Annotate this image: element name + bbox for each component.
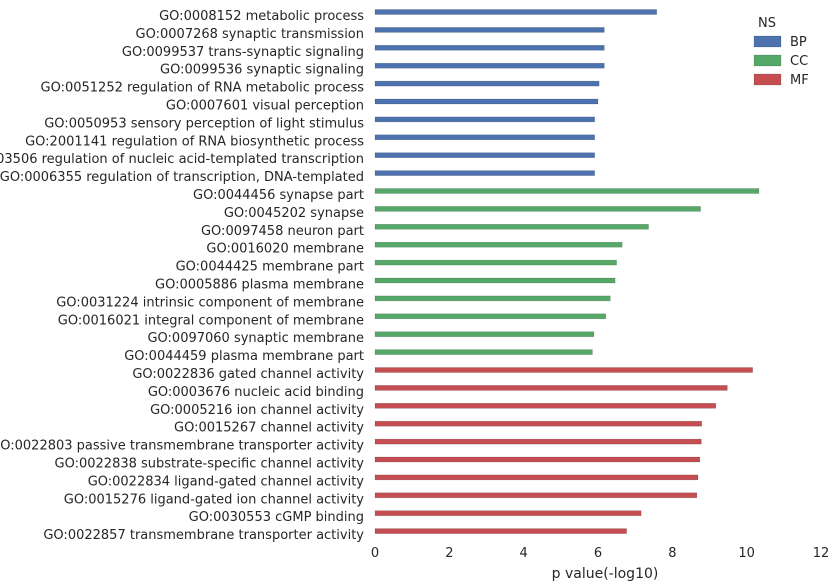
bar-bp [374,27,605,33]
legend-label: CC [790,54,808,69]
y-tick-label: GO:0015267 channel activity [174,421,364,436]
bar-mf [374,528,627,534]
y-tick-label: GO:0097458 neuron part [201,224,364,239]
bar-mf [374,403,717,409]
y-tick-label: GO:0044425 membrane part [176,260,364,275]
y-axis-labels: GO:0008152 metabolic process GO:0007268 s… [0,9,364,543]
bar-bp [374,98,599,105]
legend-swatch [753,73,782,86]
bar-cc [374,188,760,194]
bar-bp [374,152,595,158]
y-tick-label: GO:0044459 plasma membrane part [124,349,364,364]
y-tick-label: GO:0016020 membrane [206,242,364,257]
y-tick-label: GO:0099537 trans-synaptic signaling [122,45,364,60]
y-tick-label: GO:0005886 plasma membrane [155,278,364,293]
legend-swatch [753,35,782,48]
legend-label: MF [790,73,809,88]
y-tick-label: GO:1903506 regulation of nucleic acid-te… [0,152,364,167]
y-tick-label: GO:0044456 synapse part [193,188,364,203]
x-tick-label: 4 [520,546,528,561]
y-tick-label: GO:0022836 gated channel activity [132,367,364,382]
y-tick-label: GO:0022803 passive transmembrane transpo… [0,439,364,454]
x-axis-label: p value(-log10) [552,566,659,582]
y-tick-label: GO:0008152 metabolic process [159,9,364,24]
y-tick-label: GO:0022838 substrate-specific channel ac… [55,457,365,472]
bar-cc [374,206,701,212]
legend-title: NS [758,16,776,31]
bar-bp [374,45,605,51]
bar-bp [374,80,600,87]
bar-cc [374,277,616,284]
bar-cc [374,349,593,355]
y-tick-label: GO:0006355 regulation of transcription, … [0,170,364,185]
bar-bp [374,134,595,141]
x-tick-label: 0 [371,546,379,561]
y-tick-label: GO:0097060 synaptic membrane [147,331,364,346]
y-tick-label: GO:0003676 nucleic acid binding [148,385,364,400]
x-tick-label: 6 [594,546,602,561]
y-tick-label: GO:0022834 ligand-gated channel activity [88,474,365,489]
legend-label: BP [790,35,807,50]
x-tick-label: 12 [813,546,830,561]
bar-cc [374,224,649,230]
bar-bp [374,9,657,15]
y-tick-label: GO:0045202 synapse [224,206,364,221]
y-tick-label: GO:0030553 cGMP binding [189,510,364,525]
y-tick-label: GO:0005216 ion channel activity [150,403,364,418]
bar-cc [374,295,611,302]
legend-swatch [753,54,782,67]
y-tick-label: GO:0007601 visual perception [166,99,364,114]
bar-cc [374,331,595,337]
y-tick-label: GO:0022857 transmembrane transporter act… [43,528,364,543]
x-tick-label: 2 [445,546,453,561]
x-tick-label: 10 [738,546,755,561]
y-tick-label: GO:0007268 synaptic transmission [136,27,364,42]
bar-mf [374,438,702,445]
legend: NS BP CC MF [753,16,809,88]
bar-bp [374,116,595,123]
bar-mf [374,492,698,499]
bar-mf [374,420,702,427]
bar-cc [374,259,617,266]
y-tick-label: GO:0016021 integral component of membran… [58,313,364,328]
bar-cc [374,313,607,320]
bar-mf [374,510,642,516]
bar-mf [374,385,728,391]
bar-cc [374,241,623,248]
bar-bp [374,170,595,176]
bar-mf [374,456,701,463]
y-tick-label: GO:0015276 ligand-gated ion channel acti… [64,492,365,507]
bar-bp [374,62,605,69]
y-tick-label: GO:0099536 synaptic signaling [160,63,364,78]
y-tick-label: GO:0051252 regulation of RNA metabolic p… [41,81,365,96]
y-tick-label: GO:0031224 intrinsic component of membra… [56,295,364,310]
y-tick-label: GO:2001141 regulation of RNA biosyntheti… [25,134,364,149]
bar-mf [374,367,753,373]
bar-mf [374,474,699,481]
x-axis-ticks: 0 2 4 6 8 10 12 [371,546,829,561]
x-tick-label: 8 [668,546,676,561]
y-tick-label: GO:0050953 sensory perception of light s… [44,116,364,131]
bars [374,9,760,534]
